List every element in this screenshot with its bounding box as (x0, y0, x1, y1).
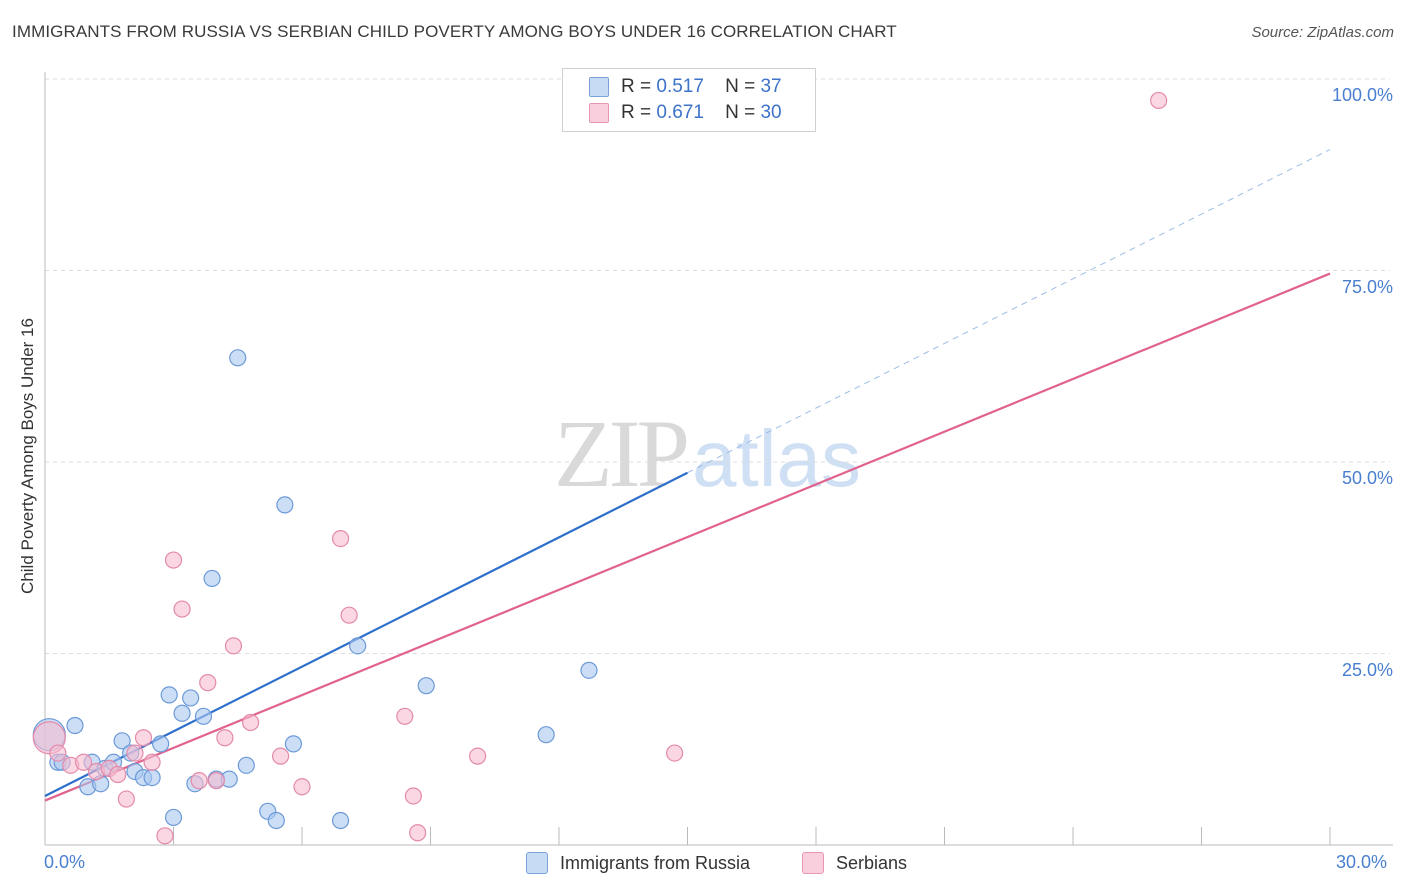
n-label: N = (725, 102, 756, 123)
y-tick-label: 50.0% (1341, 468, 1393, 488)
y-tick-label: 75.0% (1341, 276, 1393, 297)
stats-legend: R = 0.517 N = 37 R = 0.671 N = 30 (562, 68, 816, 132)
point-serbian (143, 753, 161, 771)
n-label: N = (725, 76, 756, 97)
point-russia (182, 689, 200, 707)
point-serbian (271, 747, 290, 765)
point-serbian (216, 729, 234, 747)
point-russia (203, 569, 221, 588)
point-russia (537, 726, 555, 744)
r-label: R = (621, 76, 652, 97)
r-label: R = (621, 102, 652, 123)
point-russia (229, 349, 247, 367)
point-serbian (49, 744, 67, 762)
point-russia (417, 677, 435, 695)
trend-line-serbians (44, 272, 1331, 802)
point-serbian (199, 674, 217, 692)
point-serbian (242, 713, 260, 732)
point-russia (66, 716, 84, 735)
point-serbian (126, 744, 144, 762)
legend-label-russia: Immigrants from Russia (560, 852, 751, 873)
n-value: 37 (760, 76, 782, 97)
chart-title: IMMIGRANTS FROM RUSSIA VS SERBIAN CHILD … (12, 22, 897, 41)
point-serbian (293, 778, 311, 796)
grid-lines (45, 78, 1390, 654)
point-russia (152, 735, 170, 753)
point-serbian (409, 824, 427, 842)
point-serbian (396, 707, 414, 725)
point-russia (113, 732, 131, 750)
point-russia (276, 496, 294, 514)
point-russia (143, 768, 161, 787)
legend-swatch-serbians (802, 852, 824, 874)
r-value: 0.517 (656, 76, 704, 97)
y-axis-title: Child Poverty Among Boys Under 16 (18, 318, 37, 594)
source-credit: Source: ZipAtlas.com (1251, 24, 1394, 41)
point-russia (267, 811, 285, 830)
point-serbian (173, 600, 191, 618)
point-serbian (109, 765, 127, 784)
point-serbian (469, 747, 487, 765)
n-value: 30 (760, 102, 782, 123)
point-russia (160, 686, 178, 704)
point-russia (173, 704, 191, 722)
point-russia (331, 811, 350, 830)
russia-swatch (589, 77, 609, 97)
point-serbian (117, 790, 135, 808)
stats-row-russia: R = 0.517 N = 37 (589, 75, 782, 99)
point-serbian (404, 787, 422, 805)
point-russia (194, 707, 213, 725)
point-serbian (190, 772, 208, 790)
trend-line-russia-extension (687, 149, 1331, 474)
point-serbian (224, 637, 243, 655)
trend-lines (44, 149, 1331, 802)
trend-line-russia (44, 471, 688, 797)
legend-item-russia[interactable]: Immigrants from Russia (526, 852, 750, 874)
point-russia (237, 756, 255, 774)
point-serbian (134, 729, 153, 747)
serbian-swatch (589, 103, 609, 123)
point-serbian (164, 551, 183, 569)
series-legend: Immigrants from Russia Serbians (0, 850, 1406, 878)
legend-label-serbians: Serbians (836, 852, 908, 873)
point-serbian (74, 753, 93, 771)
legend-swatch-russia (526, 852, 548, 874)
point-russia (349, 637, 367, 655)
point-russia (580, 661, 598, 679)
point-russia (164, 808, 183, 827)
point-russia (284, 735, 303, 753)
stats-row-serbian: R = 0.671 N = 30 (589, 101, 782, 125)
point-serbian (666, 744, 684, 762)
data-points (32, 88, 1168, 845)
r-value: 0.671 (656, 102, 704, 123)
x-tick-label-max: 30.0% (1336, 852, 1388, 872)
point-serbian (207, 772, 225, 790)
x-tick-label-min: 0.0% (44, 852, 86, 872)
axes (44, 72, 1393, 846)
y-tick-label: 100.0% (1331, 85, 1393, 105)
legend-item-serbians[interactable]: Serbians (802, 852, 907, 874)
point-serbian (331, 529, 350, 548)
point-serbian (1150, 91, 1168, 110)
point-serbian (340, 606, 358, 624)
y-tick-label: 25.0% (1341, 659, 1393, 680)
point-serbian (156, 827, 174, 845)
